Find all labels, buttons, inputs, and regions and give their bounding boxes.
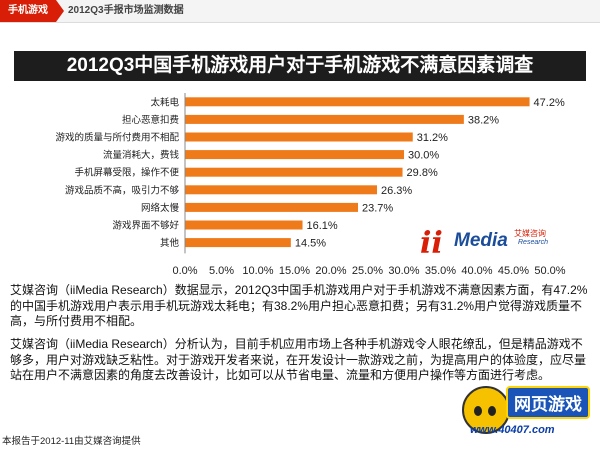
watermark-badge: 网页游戏 www.40407.com <box>462 380 598 448</box>
category-label: 游戏品质不高，吸引力不够 <box>65 184 180 196</box>
category-label: 其他 <box>160 237 180 249</box>
x-tick-label: 0.0% <box>172 265 197 277</box>
top-bar: 手机游戏 2012Q3手报市场监测数据 <box>0 0 600 23</box>
watermark-url: www.40407.com <box>470 424 555 436</box>
chart-title: 2012Q3中国手机游戏用户对于手机游戏不满意因素调查 <box>14 51 586 81</box>
category-label: 担心恶意扣费 <box>122 114 179 126</box>
iimedia-logo: ii Media 艾媒咨询 Research <box>420 224 560 261</box>
section-label: 2012Q3手报市场监测数据 <box>68 5 184 16</box>
x-tick-label: 15.0% <box>279 265 310 277</box>
value-label: 31.2% <box>417 132 448 144</box>
value-label: 16.1% <box>307 220 338 232</box>
bar <box>185 97 530 107</box>
value-label: 38.2% <box>468 114 499 126</box>
bar <box>185 167 403 177</box>
logo-cn: 艾媒咨询 <box>514 229 546 238</box>
bar <box>185 238 291 248</box>
value-label: 23.7% <box>362 202 393 214</box>
x-tick-label: 10.0% <box>242 265 273 277</box>
bar <box>185 202 359 212</box>
value-label: 14.5% <box>295 238 326 250</box>
category-label: 流量消耗大，费钱 <box>103 149 180 161</box>
mascot-icon <box>462 386 510 434</box>
analysis-paragraph-1: 艾媒咨询（iiMedia Research）数据显示，2012Q3中国手机游戏用… <box>10 283 588 328</box>
category-label: 游戏的质量与所付费用不相配 <box>55 132 179 144</box>
value-label: 26.3% <box>381 185 412 197</box>
bar-chart: 太耗电 47.2% 担心恶意扣费 38.2% 游戏的质量与所付费用不相配 31.2% 流量消… <box>55 93 566 277</box>
bar <box>185 132 413 142</box>
x-tick-label: 50.0% <box>534 265 565 277</box>
x-tick-label: 45.0% <box>498 265 529 277</box>
watermark-label: 网页游戏 <box>506 386 590 419</box>
bar <box>185 220 303 230</box>
category-label: 游戏界面不够好 <box>112 220 179 232</box>
bar <box>185 114 464 124</box>
x-tick-label: 30.0% <box>388 265 419 277</box>
value-label: 30.0% <box>408 150 439 162</box>
x-tick-label: 40.0% <box>461 265 492 277</box>
category-label: 手机屏幕受限，操作不便 <box>74 167 179 179</box>
x-tick-label: 25.0% <box>352 265 383 277</box>
value-label: 29.8% <box>407 167 438 179</box>
section-tag: 手机游戏 <box>0 0 64 22</box>
bar <box>185 150 404 160</box>
value-label: 47.2% <box>534 97 565 109</box>
footer-note: 本报告于2012-11由艾媒咨询提供 <box>2 436 141 447</box>
category-label: 网络太慢 <box>141 202 180 214</box>
analysis-paragraph-2: 艾媒咨询（iiMedia Research）分析认为，目前手机应用市场上各种手机… <box>10 337 587 382</box>
x-tick-label: 5.0% <box>209 265 234 277</box>
x-tick-label: 35.0% <box>425 265 456 277</box>
bar <box>185 185 377 195</box>
logo-name: Media <box>454 230 508 251</box>
x-tick-label: 20.0% <box>315 265 346 277</box>
logo-en: Research <box>518 239 548 246</box>
category-label: 太耗电 <box>150 96 179 108</box>
logo-mark: ii <box>420 226 443 261</box>
